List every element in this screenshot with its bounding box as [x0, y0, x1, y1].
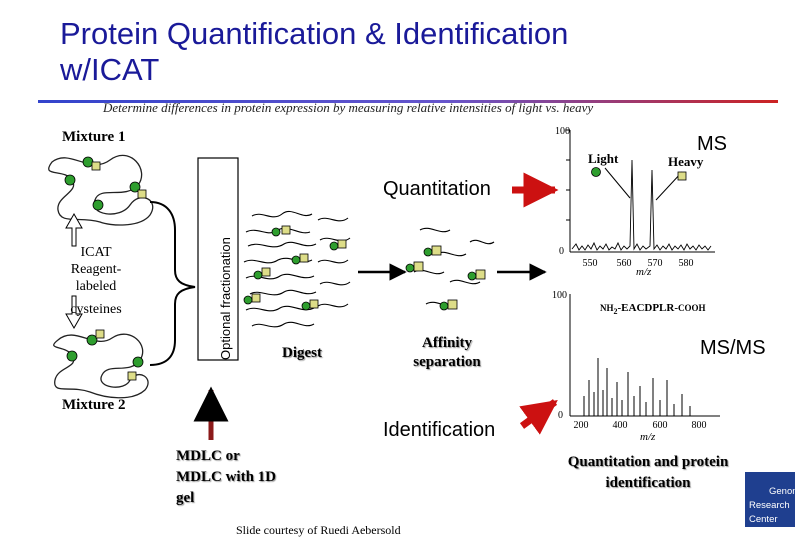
ms-xtick-570: 570 — [648, 258, 663, 269]
protein-mixture-2 — [53, 329, 149, 399]
quantitation-label: Quantitation — [383, 178, 491, 200]
digest-label: Digest — [282, 345, 322, 361]
logo-line-2: Research — [749, 500, 790, 511]
title-line-2: w/ICAT — [60, 52, 160, 87]
ms-xlabel: m/z — [636, 266, 652, 278]
msms-xtick-800: 800 — [692, 420, 707, 431]
heavy-label: Heavy — [668, 154, 704, 169]
msms-ytick-100: 100 — [552, 290, 567, 301]
heavy-tag-square — [677, 171, 687, 181]
mixture-1-label: Mixture 1 — [62, 129, 125, 145]
peptide-sequence: NH2-EACDPLR-COOH — [600, 302, 706, 316]
protein-mixture-1 — [48, 154, 154, 226]
ms-xtick-550: 550 — [583, 258, 598, 269]
title-divider — [38, 100, 778, 103]
identification-label: Identification — [383, 419, 495, 441]
logo-line-1: Genome — [769, 486, 806, 497]
mixture-2-label: Mixture 2 — [62, 397, 125, 413]
affinity-line-1: Affinity — [422, 335, 472, 351]
mdlc-line-2: MDLC with 1D — [176, 469, 276, 485]
slide-title: Protein Quantification & Identification … — [60, 16, 568, 88]
icat-line-2: Reagent- — [71, 262, 122, 277]
mixture-brace — [149, 201, 196, 366]
msms-caption: Quantitation and protein identification — [568, 454, 729, 491]
peptide-core: -EACDPLR- — [618, 302, 679, 314]
genome-research-center-logo: Genome Research Center — [745, 472, 805, 527]
msms-peaks — [583, 358, 691, 416]
ms-xtick-580: 580 — [679, 258, 694, 269]
mdlc-label: MDLC or MDLC with 1D gel — [176, 448, 276, 506]
fractionation-box — [197, 157, 239, 361]
mdlc-line-1: MDLC or — [176, 448, 240, 464]
affinity-peptides — [405, 227, 495, 311]
arrow-to-msms-red — [519, 399, 558, 435]
icat-line-4: cysteines — [70, 302, 121, 317]
msms-caption-line-1: Quantitation and protein — [568, 454, 729, 470]
peptide-subscript: 2 — [614, 307, 618, 316]
reagent-arrows — [65, 212, 83, 330]
icat-line-1: ICAT — [80, 245, 112, 260]
msms-label: MS/MS — [700, 337, 766, 359]
slide-subtitle: Determine differences in protein express… — [103, 100, 594, 115]
ms-spectrum: 100 0 550 560 570 580 m/z Light Heavy — [555, 126, 715, 278]
ms-ytick-0: 0 — [559, 246, 564, 257]
fractionation-label: Optional fractionation — [218, 237, 233, 360]
msms-xlabel: m/z — [640, 431, 656, 443]
title-line-1: Protein Quantification & Identification — [60, 16, 569, 51]
light-tag-dot — [591, 167, 601, 177]
logo-line-3: Center — [749, 514, 778, 525]
affinity-line-2: separation — [413, 354, 481, 370]
icat-label: ICAT Reagent- labeled cysteines — [70, 245, 121, 317]
light-label: Light — [588, 151, 619, 166]
msms-caption-line-2: identification — [606, 475, 692, 491]
ms-ytick-100: 100 — [555, 126, 570, 137]
slide-credit: Slide courtesy of Ruedi Aebersold — [236, 523, 401, 537]
peptide-tags — [243, 225, 347, 311]
ms-trace — [571, 159, 712, 251]
affinity-label: Affinity separation — [413, 335, 481, 370]
msms-xtick-600: 600 — [653, 420, 668, 431]
ms-label: MS — [697, 133, 727, 155]
msms-spectrum: 100 0 200 400 600 — [552, 290, 720, 443]
icat-line-3: labeled — [76, 279, 116, 294]
mdlc-line-3: gel — [176, 490, 194, 506]
ms-xtick-560: 560 — [617, 258, 632, 269]
msms-xtick-400: 400 — [613, 420, 628, 431]
peptide-prefix: NH — [600, 303, 614, 313]
msms-ytick-0: 0 — [558, 410, 563, 421]
msms-xtick-200: 200 — [574, 420, 589, 431]
peptide-suffix: COOH — [678, 303, 706, 313]
digested-peptides — [243, 210, 351, 328]
